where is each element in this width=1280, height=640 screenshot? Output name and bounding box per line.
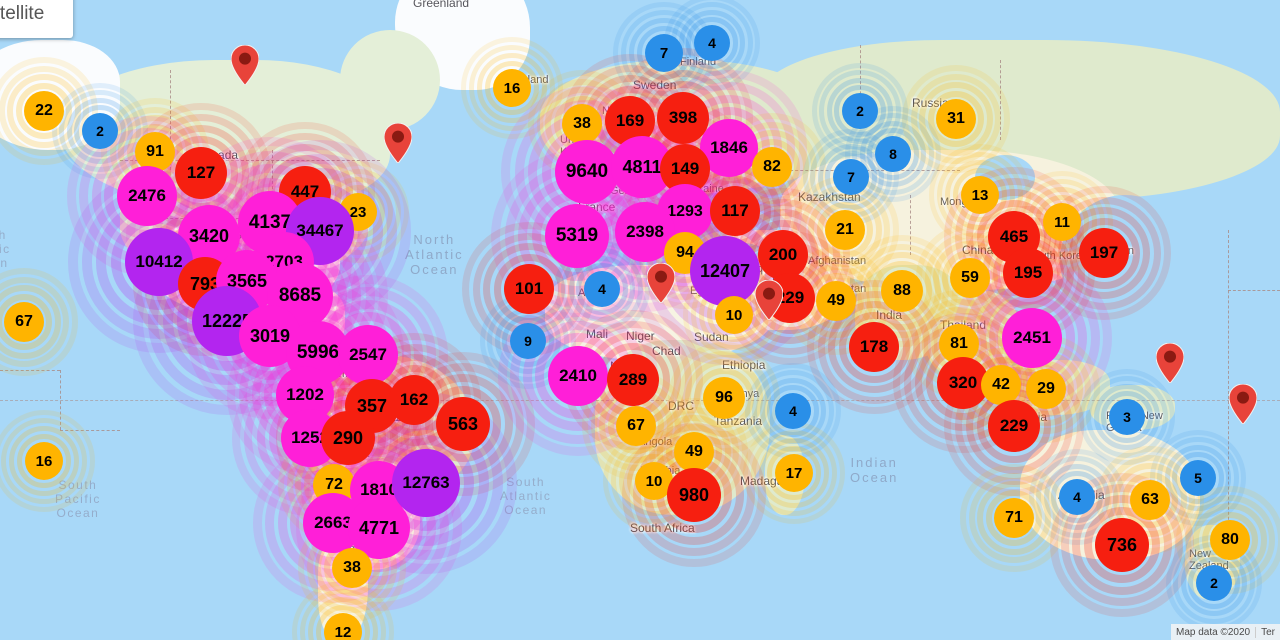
cluster-4-alg[interactable]: 4: [584, 271, 620, 307]
cluster-2-ak[interactable]: 2: [82, 113, 118, 149]
cluster-4-td[interactable]: 4: [775, 393, 811, 429]
cluster-91[interactable]: 91: [135, 132, 175, 172]
cluster-980[interactable]: 980: [667, 468, 721, 522]
cluster-16-pac[interactable]: 16: [25, 442, 63, 480]
cluster-290[interactable]: 290: [321, 411, 375, 465]
cluster-96[interactable]: 96: [703, 377, 745, 419]
cluster-5-nz[interactable]: 5: [1180, 460, 1216, 496]
cluster-3-png[interactable]: 3: [1109, 399, 1145, 435]
cluster-5319[interactable]: 5319: [545, 204, 609, 268]
cluster-80[interactable]: 80: [1210, 520, 1250, 560]
cluster-2476[interactable]: 2476: [117, 166, 177, 226]
cluster-16-is[interactable]: 16: [493, 69, 531, 107]
cluster-38-uk[interactable]: 38: [562, 104, 602, 144]
cluster-63[interactable]: 63: [1130, 480, 1170, 520]
cluster-10412[interactable]: 10412: [125, 228, 193, 296]
cluster-563[interactable]: 563: [436, 397, 490, 451]
cluster-2451[interactable]: 2451: [1002, 308, 1062, 368]
cluster-17-mg[interactable]: 17: [775, 454, 813, 492]
satellite-toggle-label: Satellite: [0, 3, 45, 24]
cluster-127[interactable]: 127: [175, 147, 227, 199]
cluster-289[interactable]: 289: [607, 354, 659, 406]
cluster-67-pac[interactable]: 67: [4, 302, 44, 342]
cluster-42[interactable]: 42: [981, 365, 1021, 405]
cluster-2398[interactable]: 2398: [615, 202, 675, 262]
cluster-101[interactable]: 101: [504, 264, 554, 314]
cluster-67-ao[interactable]: 67: [616, 406, 656, 446]
cluster-162[interactable]: 162: [389, 375, 439, 425]
cluster-398[interactable]: 398: [657, 92, 709, 144]
cluster-9-ml[interactable]: 9: [510, 323, 546, 359]
cluster-21[interactable]: 21: [825, 210, 865, 250]
cluster-10-nam[interactable]: 10: [635, 462, 673, 500]
cluster-12763[interactable]: 12763: [392, 449, 460, 517]
cluster-88[interactable]: 88: [881, 270, 923, 312]
cluster-4-au[interactable]: 4: [1059, 479, 1095, 515]
cluster-82[interactable]: 82: [752, 147, 792, 187]
cluster-13[interactable]: 13: [961, 176, 999, 214]
cluster-4-fi[interactable]: 4: [694, 25, 730, 61]
terms-link[interactable]: Ter: [1255, 626, 1280, 638]
cluster-49-za[interactable]: 49: [674, 432, 714, 472]
cluster-10-eg[interactable]: 10: [715, 296, 753, 334]
cluster-229-id[interactable]: 229: [988, 400, 1040, 452]
cluster-12407[interactable]: 12407: [690, 236, 760, 306]
pin-atlantic[interactable]: [384, 123, 412, 163]
cluster-7-kz[interactable]: 7: [833, 159, 869, 195]
cluster-8-ru[interactable]: 8: [875, 136, 911, 172]
cluster-197[interactable]: 197: [1079, 228, 1129, 278]
cluster-178[interactable]: 178: [849, 322, 899, 372]
cluster-31[interactable]: 31: [936, 99, 976, 139]
cluster-9640[interactable]: 9640: [555, 140, 619, 204]
satellite-toggle-button[interactable]: Satellite: [0, 0, 73, 38]
cluster-2410[interactable]: 2410: [548, 346, 608, 406]
pin-canada[interactable]: [231, 45, 259, 85]
cluster-29[interactable]: 29: [1026, 369, 1066, 409]
cluster-71[interactable]: 71: [994, 498, 1034, 538]
cluster-49-pk[interactable]: 49: [816, 281, 856, 321]
cluster-38-ar[interactable]: 38: [332, 548, 372, 588]
cluster-11[interactable]: 11: [1043, 203, 1081, 241]
cluster-2-nz[interactable]: 2: [1196, 565, 1232, 601]
cluster-7-no[interactable]: 7: [645, 34, 683, 72]
cluster-117[interactable]: 117: [710, 186, 760, 236]
cluster-12-ar[interactable]: 12: [324, 613, 362, 640]
cluster-59[interactable]: 59: [950, 258, 990, 298]
attribution-bar: Map data ©2020 Ter: [1171, 624, 1280, 640]
map-data-attribution: Map data ©2020: [1176, 626, 1251, 638]
cluster-736[interactable]: 736: [1095, 518, 1149, 572]
pin-chad[interactable]: [647, 263, 675, 303]
pin-pacific[interactable]: [1156, 343, 1184, 383]
cluster-200[interactable]: 200: [758, 230, 808, 280]
pin-pacific-2[interactable]: [1229, 384, 1257, 424]
cluster-320[interactable]: 320: [937, 357, 989, 409]
cluster-2-ru[interactable]: 2: [842, 93, 878, 129]
cluster-22[interactable]: 22: [24, 91, 64, 131]
cluster-195[interactable]: 195: [1003, 248, 1053, 298]
pin-horn-africa[interactable]: [755, 280, 783, 320]
cluster-2547[interactable]: 2547: [338, 325, 398, 385]
